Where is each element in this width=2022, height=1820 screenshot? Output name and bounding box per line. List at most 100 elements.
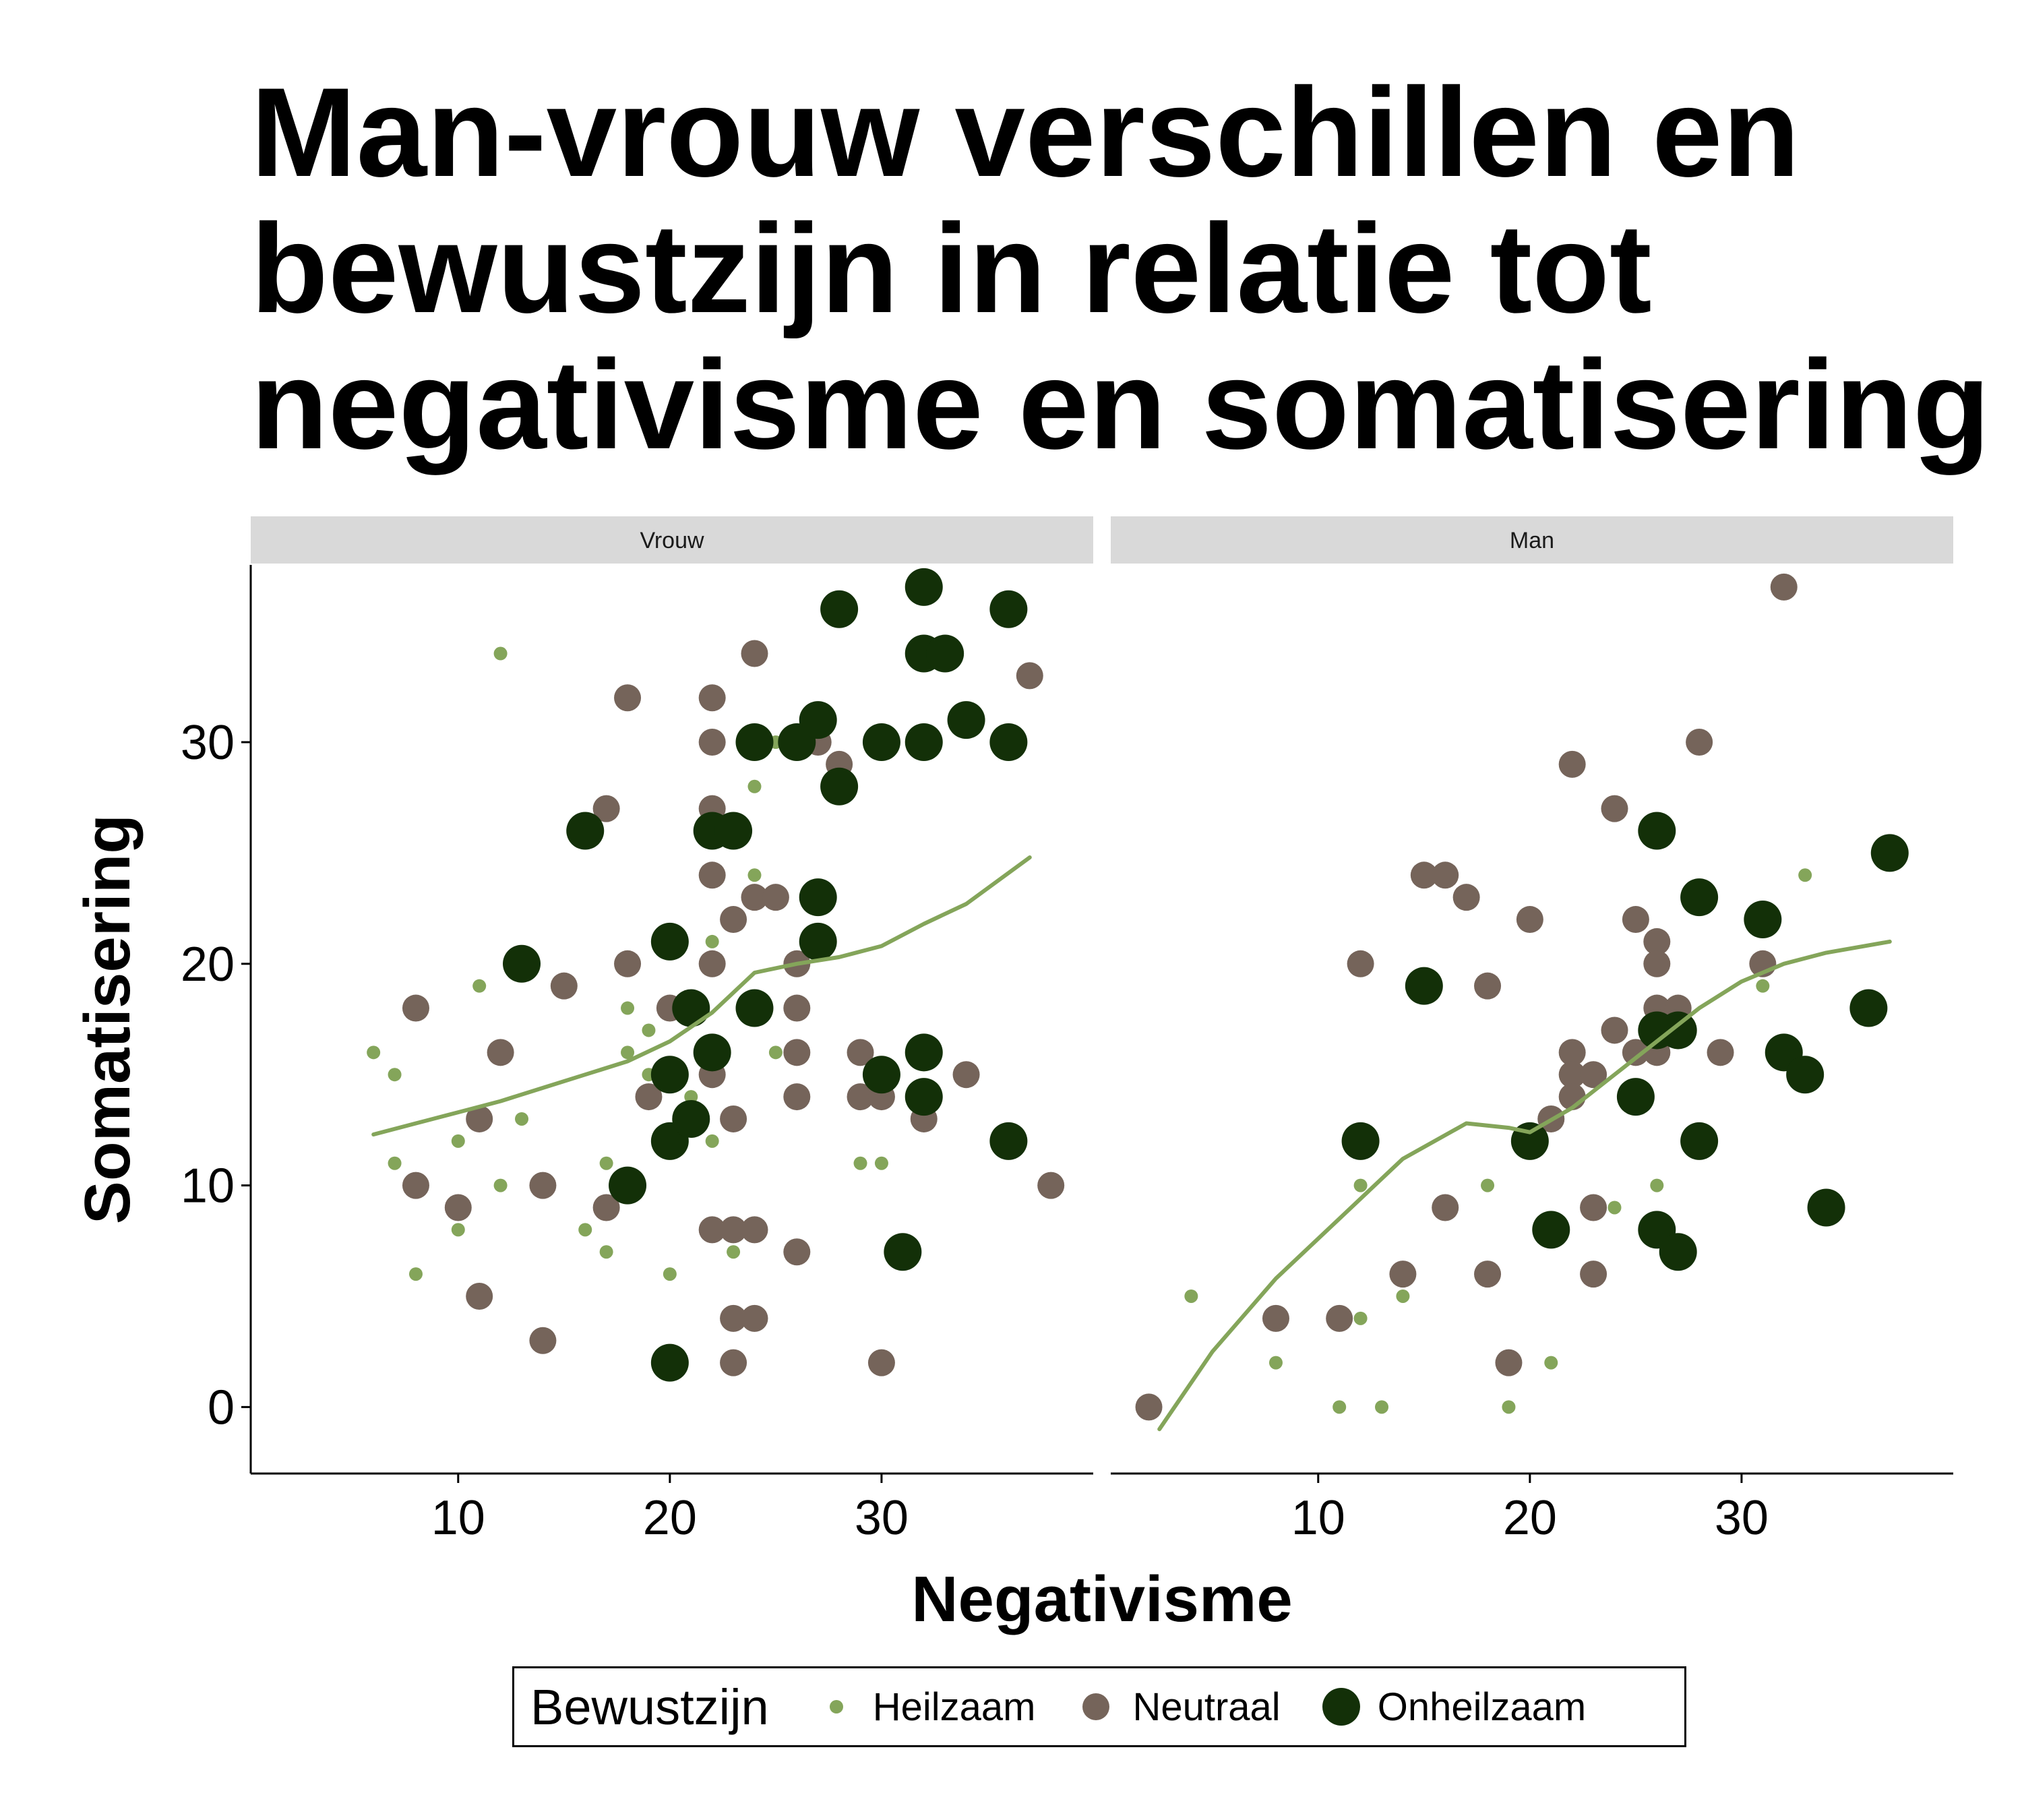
point-heilzaam: [1502, 1400, 1516, 1414]
legend-key: [1314, 1680, 1368, 1734]
point-onheilzaam: [799, 922, 837, 961]
point-neutraal: [1516, 906, 1543, 934]
point-neutraal: [1474, 1261, 1502, 1288]
facet-label-man: Man: [1510, 528, 1554, 553]
point-onheilzaam: [926, 634, 964, 673]
point-neutraal: [466, 1105, 493, 1132]
legend-label: Onheilzaam: [1377, 1685, 1587, 1729]
point-neutraal: [1037, 1172, 1065, 1199]
point-onheilzaam: [693, 1033, 731, 1072]
point-heilzaam: [388, 1068, 402, 1082]
point-neutraal: [783, 1238, 811, 1266]
legend-dot-onheilzaam: [1322, 1688, 1360, 1726]
point-neutraal: [1474, 972, 1502, 1000]
point-heilzaam: [621, 1045, 635, 1060]
point-neutraal: [529, 1327, 557, 1354]
point-heilzaam: [727, 1245, 741, 1259]
legend-dot-heilzaam: [829, 1700, 843, 1713]
point-neutraal: [720, 1216, 747, 1244]
point-onheilzaam: [989, 590, 1028, 628]
legend-label: Neutraal: [1132, 1685, 1281, 1729]
point-heilzaam: [367, 1045, 381, 1060]
point-neutraal: [1622, 906, 1649, 934]
point-onheilzaam: [1680, 1122, 1719, 1160]
point-neutraal: [1707, 1039, 1734, 1066]
point-onheilzaam: [672, 989, 710, 1027]
point-onheilzaam: [672, 1099, 710, 1138]
point-neutraal: [1601, 1017, 1628, 1044]
point-onheilzaam: [905, 723, 943, 762]
point-neutraal: [1495, 1349, 1523, 1376]
point-neutraal: [1262, 1304, 1289, 1332]
point-onheilzaam: [1405, 967, 1443, 1005]
point-neutraal: [550, 972, 578, 1000]
point-neutraal: [1016, 662, 1043, 690]
point-neutraal: [592, 1194, 620, 1221]
point-neutraal: [741, 640, 768, 667]
point-onheilzaam: [820, 767, 859, 806]
point-onheilzaam: [862, 1056, 900, 1094]
point-neutraal: [1558, 1039, 1586, 1066]
legend-item-neutraal: Neutraal: [1069, 1680, 1281, 1734]
x-axis-title: Negativisme: [911, 1563, 1293, 1635]
point-heilzaam: [1353, 1178, 1368, 1192]
point-heilzaam: [874, 1156, 888, 1170]
point-neutraal: [487, 1039, 514, 1066]
point-heilzaam: [388, 1156, 402, 1170]
point-neutraal: [720, 1105, 747, 1132]
point-neutraal: [698, 684, 726, 712]
point-onheilzaam: [905, 1033, 943, 1072]
legend-title: Bewustzijn: [530, 1678, 769, 1735]
point-onheilzaam: [1616, 1078, 1655, 1116]
point-onheilzaam: [1744, 901, 1782, 939]
point-heilzaam: [1268, 1356, 1283, 1370]
point-heilzaam: [663, 1267, 677, 1281]
point-heilzaam: [705, 1134, 719, 1148]
point-onheilzaam: [1807, 1188, 1845, 1227]
point-neutraal: [1389, 1261, 1417, 1288]
y-tick-label: 30: [181, 716, 235, 770]
point-onheilzaam: [650, 1343, 689, 1382]
point-heilzaam: [408, 1267, 423, 1281]
point-heilzaam: [684, 1090, 698, 1104]
point-heilzaam: [642, 1023, 656, 1037]
point-neutraal: [529, 1172, 557, 1199]
point-onheilzaam: [1638, 812, 1676, 850]
point-neutraal: [592, 795, 620, 822]
point-heilzaam: [1184, 1289, 1198, 1303]
point-neutraal: [614, 950, 642, 977]
point-heilzaam: [515, 1112, 529, 1126]
x-tick-label: 10: [431, 1491, 485, 1545]
point-neutraal: [741, 884, 768, 911]
y-axis-title: Somatisering: [71, 814, 144, 1224]
point-neutraal: [1580, 1061, 1607, 1089]
point-heilzaam: [747, 868, 762, 882]
x-tick-label: 30: [855, 1491, 909, 1545]
point-neutraal: [402, 994, 429, 1022]
point-onheilzaam: [989, 1122, 1028, 1160]
point-neutraal: [466, 1282, 493, 1310]
point-onheilzaam: [1680, 878, 1719, 917]
point-onheilzaam: [503, 944, 541, 983]
facet-strip-man: [1111, 516, 1953, 564]
point-onheilzaam: [566, 812, 605, 850]
point-heilzaam: [578, 1223, 592, 1237]
point-neutraal: [698, 729, 726, 756]
point-neutraal: [444, 1194, 472, 1221]
point-neutraal: [1643, 950, 1671, 977]
legend-label: Heilzaam: [872, 1685, 1036, 1729]
point-heilzaam: [768, 1045, 783, 1060]
point-onheilzaam: [1849, 989, 1888, 1027]
legend-item-onheilzaam: Onheilzaam: [1314, 1680, 1586, 1734]
point-neutraal: [1452, 884, 1480, 911]
point-neutraal: [741, 1304, 768, 1332]
legend: Bewustzijn Heilzaam Neutraal Onheilzaam: [512, 1666, 1686, 1747]
point-heilzaam: [705, 934, 719, 948]
point-neutraal: [1558, 1061, 1586, 1089]
legend-key: [1069, 1680, 1123, 1734]
point-onheilzaam: [905, 1078, 943, 1116]
legend-dot-neutraal: [1082, 1693, 1110, 1720]
point-onheilzaam: [799, 701, 837, 739]
point-neutraal: [1558, 750, 1586, 778]
point-neutraal: [867, 1349, 895, 1376]
